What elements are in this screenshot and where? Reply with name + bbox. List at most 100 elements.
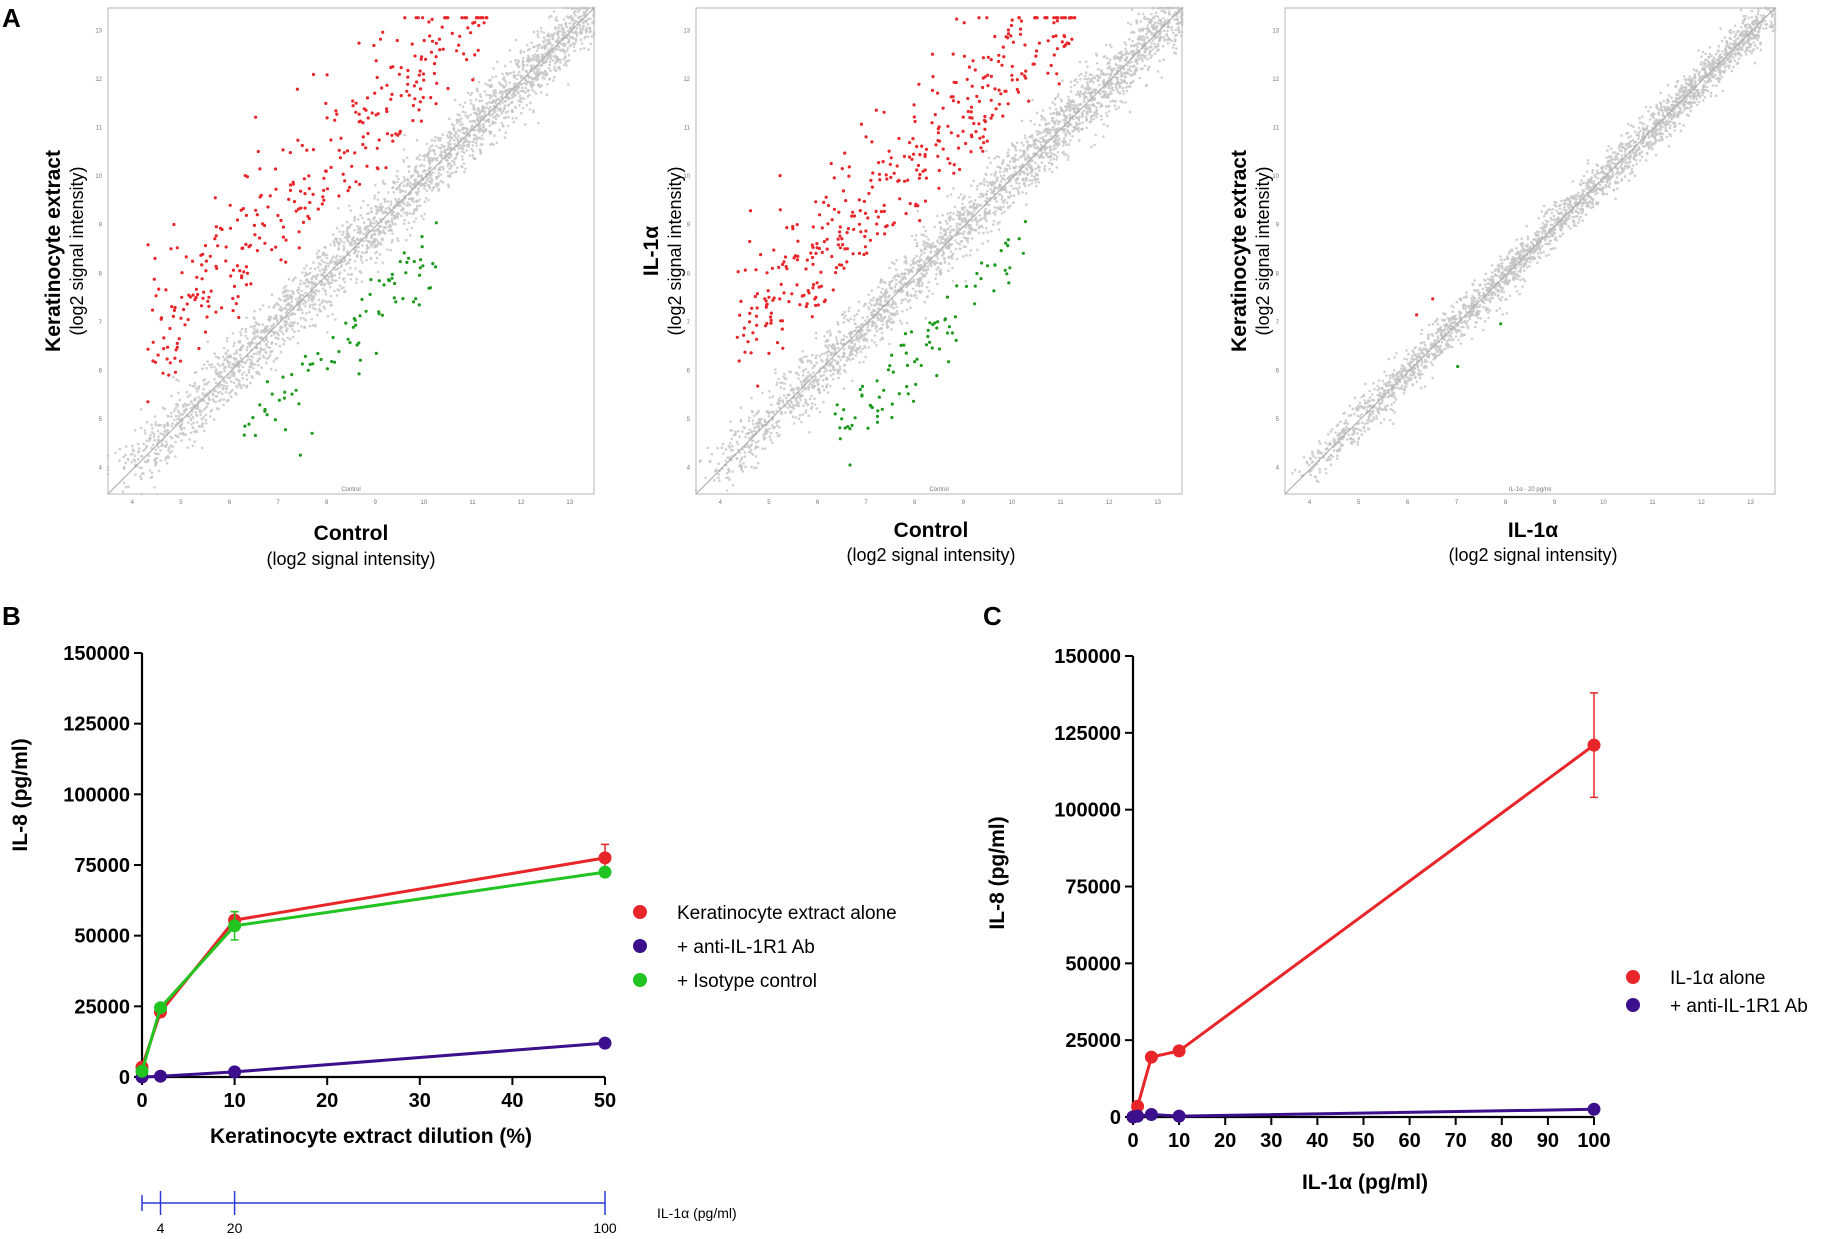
scatter-point [980, 195, 984, 198]
scatter-point [481, 125, 485, 128]
scatter-point [917, 289, 921, 293]
scatter-point [333, 279, 336, 283]
up-regulated-point [146, 347, 150, 351]
scatter-point [461, 110, 465, 114]
up-regulated-point [262, 223, 267, 228]
scatter-point [251, 363, 255, 366]
scatter-point [563, 31, 567, 35]
scatter-point [267, 305, 271, 309]
scatter-point [965, 253, 968, 257]
scatter-point [549, 57, 553, 60]
up-regulated-point [255, 249, 259, 253]
scatter-point [1149, 19, 1152, 22]
scatter-point [471, 150, 475, 153]
scatter-point [1121, 86, 1125, 90]
up-regulated-point [372, 43, 376, 48]
scatter-point [768, 435, 772, 439]
scatter-point [213, 352, 216, 355]
scatter-point [392, 180, 395, 183]
scatter-point [478, 148, 482, 152]
scatter-point [920, 272, 923, 275]
down-regulated-point [390, 272, 394, 276]
scatter-point [963, 205, 967, 209]
scatter-point [1109, 83, 1112, 87]
scatter-point [1082, 100, 1086, 103]
scatter-point [1038, 124, 1041, 127]
scatter-point [578, 23, 582, 27]
scatter-point [400, 214, 403, 218]
scatter-point [239, 331, 242, 334]
scatter-point [197, 387, 200, 391]
scatter-point [479, 152, 482, 155]
up-regulated-point [414, 16, 418, 20]
up-regulated-point [234, 302, 238, 306]
scatter-point [163, 425, 166, 429]
scatter-point [1080, 85, 1084, 89]
scatter-point [279, 350, 283, 354]
scatter-point [788, 404, 792, 408]
scatter-point [469, 102, 473, 105]
scatter-point [122, 465, 126, 469]
scatter-point [313, 291, 316, 295]
scatter-point [369, 207, 373, 210]
up-regulated-point [385, 83, 389, 87]
up-regulated-point [243, 174, 247, 178]
scatter-point [252, 352, 256, 356]
scatter-point [122, 481, 126, 485]
scatter-point [1065, 143, 1068, 146]
scatter-point [387, 229, 391, 232]
scatter-point [503, 78, 506, 82]
scatter-point [843, 310, 846, 314]
scatter-point [387, 225, 390, 228]
scatter-point [131, 452, 134, 456]
scatter-point [432, 186, 435, 190]
scatter-point [248, 344, 251, 347]
scatter-point [345, 220, 349, 224]
scatter-point [452, 127, 456, 130]
scatter-point [783, 377, 787, 380]
scatter-point [923, 300, 926, 304]
up-regulated-point [325, 73, 329, 77]
scatter-point [1074, 121, 1078, 125]
scatter-point [148, 437, 151, 440]
scatter-point [274, 316, 278, 320]
scatter-point [717, 473, 720, 476]
scatter-point [414, 178, 418, 181]
scatter-point [915, 296, 918, 300]
scatter-point [900, 322, 904, 325]
scatter-point [294, 276, 297, 280]
scatter-point [311, 295, 315, 298]
scatter-point [1122, 89, 1125, 92]
scatter-point [288, 324, 292, 328]
scatter-point [193, 440, 196, 444]
scatter-point [554, 27, 558, 31]
scatter-point [694, 488, 698, 492]
scatter-point [832, 368, 836, 372]
scatter-point [353, 228, 356, 232]
scatter-point [475, 87, 479, 90]
scatter-point [376, 240, 380, 243]
up-regulated-point [422, 78, 426, 82]
scatter-point [909, 293, 913, 297]
scatter-point [1124, 86, 1128, 89]
scatter-point [409, 174, 413, 178]
scatter-point [437, 172, 440, 175]
scatter-point [154, 452, 157, 455]
scatter-point [1110, 92, 1113, 96]
scatter-point [246, 342, 250, 345]
inner-x-tick-label: 6 [228, 500, 232, 506]
up-regulated-point [224, 245, 228, 249]
down-regulated-point [325, 367, 329, 371]
scatter-point [1138, 76, 1142, 80]
scatter-point [477, 136, 481, 140]
scatter-point [817, 378, 821, 381]
scatter-point [403, 133, 407, 137]
down-regulated-point [348, 341, 352, 345]
scatter-point [347, 260, 350, 264]
scatter-point [372, 216, 376, 219]
scatter-point [450, 123, 454, 126]
scatter-point [1151, 48, 1155, 51]
scatter-point [475, 144, 478, 147]
scatter-point [279, 314, 283, 318]
